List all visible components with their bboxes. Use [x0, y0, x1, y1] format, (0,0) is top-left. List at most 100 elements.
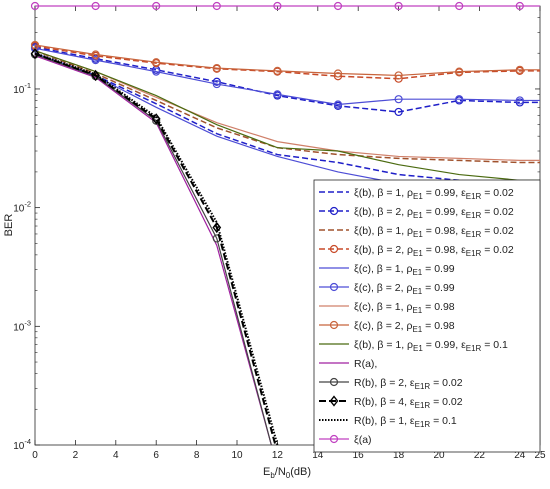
legend-label: R(b), β = 2, εE1R = 0.02 — [354, 377, 463, 391]
legend-entry-3: ξ(b), β = 1, ρE1 = 0.98, εE1R = 0.02 — [319, 225, 514, 239]
series-13 — [34, 52, 279, 446]
y-tick-label: 10-4 — [13, 437, 31, 452]
series-line — [34, 50, 540, 164]
legend-label: ξ(b), β = 1, ρE1 = 0.99, εE1R = 0.02 — [354, 187, 514, 201]
series-6 — [30, 44, 540, 109]
legend-label: ξ(c), β = 1, ρE1 = 0.98 — [354, 301, 455, 315]
legend-entry-11: R(b), β = 2, εE1R = 0.02 — [319, 377, 463, 391]
legend: ξ(b), β = 1, ρE1 = 0.99, εE1R = 0.02 ξ(b)… — [313, 179, 541, 453]
series-line — [34, 44, 540, 77]
series-line — [34, 47, 540, 106]
series-7 — [34, 50, 540, 162]
data-point — [91, 50, 100, 59]
series-8 — [30, 40, 540, 80]
data-point — [212, 221, 222, 234]
data-point — [329, 320, 339, 330]
data-point — [329, 377, 339, 387]
series-3 — [34, 50, 540, 164]
data-point — [515, 1, 524, 11]
data-point — [91, 69, 100, 82]
legend-label: ξ(c), β = 1, ρE1 = 0.99 — [354, 263, 455, 277]
data-point — [91, 1, 100, 11]
series-9 — [34, 50, 540, 181]
legend-label: ξ(b), β = 1, ρE1 = 0.99, εE1R = 0.1 — [354, 339, 508, 353]
x-tick-label: 4 — [113, 450, 119, 461]
data-point — [329, 434, 339, 444]
x-tick-label: 18 — [393, 450, 405, 461]
x-tick-label: 25 — [534, 450, 546, 461]
legend-entry-14: ξ(a) — [319, 434, 372, 446]
data-point — [455, 1, 464, 11]
data-point — [212, 63, 221, 73]
x-tick-label: 24 — [514, 450, 526, 461]
data-point — [394, 95, 403, 104]
data-point — [455, 67, 464, 76]
data-point — [30, 1, 40, 11]
data-point — [91, 56, 100, 65]
x-tick-label: 20 — [433, 450, 445, 461]
legend-label: ξ(c), β = 2, ρE1 = 0.98 — [354, 320, 455, 334]
legend-entry-5: ξ(c), β = 1, ρE1 = 0.99 — [319, 263, 455, 277]
data-point — [30, 48, 40, 60]
x-tick-label: 0 — [32, 450, 38, 461]
data-point — [152, 67, 161, 76]
data-point — [333, 1, 343, 11]
data-point — [394, 107, 403, 117]
data-point — [394, 1, 403, 11]
legend-entry-7: ξ(c), β = 1, ρE1 = 0.98 — [319, 301, 455, 315]
data-point — [273, 1, 282, 11]
legend-label: ξ(b), β = 1, ρE1 = 0.98, εE1R = 0.02 — [354, 225, 514, 239]
x-tick-label: 12 — [272, 450, 284, 461]
legend-label: ξ(b), β = 2, ρE1 = 0.99, εE1R = 0.02 — [354, 206, 514, 220]
legend-label: R(a), — [354, 358, 377, 370]
series-line — [34, 50, 540, 181]
data-point — [455, 95, 464, 104]
y-tick-label: 10-2 — [13, 200, 31, 215]
y-axis-title: BER — [3, 214, 15, 237]
data-point — [333, 69, 343, 78]
data-point — [273, 66, 282, 75]
x-tick-label: 14 — [312, 450, 324, 461]
series-line — [34, 50, 540, 162]
x-tick-label: 10 — [231, 450, 243, 461]
legend-entry-9: ξ(b), β = 1, ρE1 = 0.99, εE1R = 0.1 — [319, 339, 508, 353]
legend-label: ξ(a) — [354, 434, 372, 446]
series-line — [34, 52, 279, 446]
data-point — [152, 1, 161, 11]
data-point — [394, 71, 403, 80]
legend-entry-8: ξ(c), β = 2, ρE1 = 0.98 — [319, 320, 455, 334]
series-14 — [30, 1, 540, 11]
x-tick-label: 8 — [194, 450, 200, 461]
series-line — [34, 46, 540, 113]
data-point — [329, 395, 339, 407]
data-point — [329, 206, 339, 216]
data-point — [273, 90, 282, 99]
data-point — [515, 96, 524, 105]
data-point — [212, 77, 221, 86]
legend-label: ξ(b), β = 2, ρE1 = 0.98, εE1R = 0.02 — [354, 244, 514, 258]
data-point — [515, 65, 524, 74]
y-tick-label: 10-1 — [13, 81, 31, 96]
legend-entry-4: ξ(b), β = 2, ρE1 = 0.98, εE1R = 0.02 — [319, 244, 514, 258]
data-point — [151, 113, 161, 125]
legend-label: ξ(c), β = 2, ρE1 = 0.99 — [354, 282, 455, 296]
x-tick-label: 6 — [153, 450, 159, 461]
legend-label: R(b), β = 4, εE1R = 0.02 — [354, 396, 463, 410]
legend-label: R(b), β = 1, εE1R = 0.1 — [354, 415, 457, 429]
data-point — [333, 100, 343, 109]
legend-entry-1: ξ(b), β = 1, ρE1 = 0.99, εE1R = 0.02 — [319, 187, 514, 201]
x-tick-label: 16 — [353, 450, 365, 461]
data-point — [212, 79, 221, 89]
data-point — [329, 282, 339, 292]
x-tick-label: 22 — [474, 450, 486, 461]
legend-entry-2: ξ(b), β = 2, ρE1 = 0.99, εE1R = 0.02 — [319, 206, 514, 220]
data-point — [333, 72, 343, 81]
legend-box — [313, 179, 541, 453]
data-point — [30, 44, 40, 53]
legend-entry-6: ξ(c), β = 2, ρE1 = 0.99 — [319, 282, 455, 296]
y-tick-label: 10-3 — [13, 318, 31, 333]
data-point — [152, 58, 161, 67]
